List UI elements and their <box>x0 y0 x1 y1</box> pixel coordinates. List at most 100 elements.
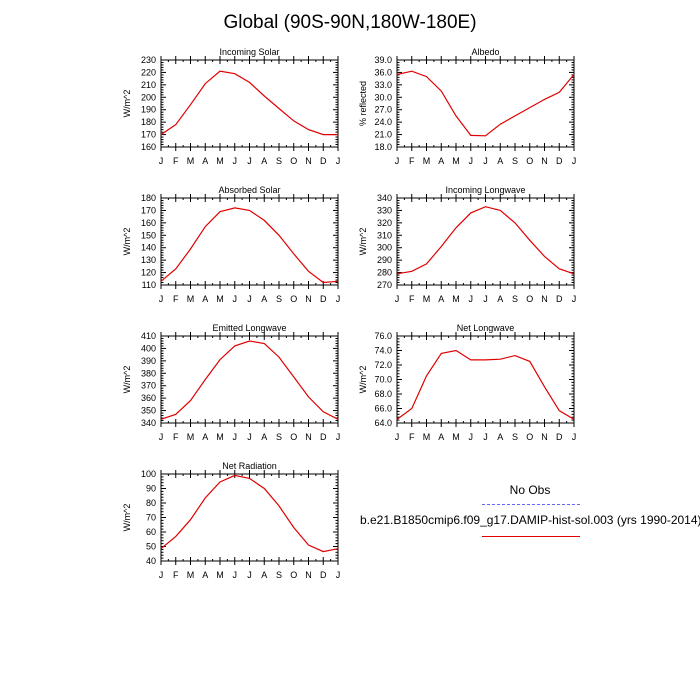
series-line <box>160 207 339 284</box>
x-tick-label: N <box>541 432 548 442</box>
y-axis-label: W/m^2 <box>358 228 368 256</box>
chart-panel-4: J F M A M J J A S O N D J340350360370380390400410Emi… <box>122 323 340 442</box>
y-tick-label: 380 <box>141 368 156 378</box>
x-tick-label: N <box>541 294 548 304</box>
x-tick-label: O <box>290 294 297 304</box>
x-tick-label: A <box>202 432 208 442</box>
y-tick-label: 160 <box>141 218 156 228</box>
plot-frame <box>396 335 575 424</box>
x-tick-label: J <box>469 156 474 166</box>
x-tick-label: M <box>423 294 431 304</box>
y-tick-label: 390 <box>141 356 156 366</box>
x-tick-label: D <box>320 570 327 580</box>
x-tick-label: J <box>247 294 252 304</box>
x-tick-label: O <box>526 156 533 166</box>
y-tick-label: 170 <box>141 130 156 140</box>
y-tick-label: 330 <box>377 205 392 215</box>
x-tick-label: J <box>159 432 164 442</box>
plot-frame <box>160 473 339 562</box>
y-tick-label: 24.0 <box>374 117 392 127</box>
legend-obs-swatch <box>482 504 580 505</box>
x-tick-label: J <box>159 570 164 580</box>
y-tick-label: 80 <box>146 498 156 508</box>
y-tick-label: 72.0 <box>374 360 392 370</box>
y-tick-label: 21.0 <box>374 130 392 140</box>
y-axis-label: W/m^2 <box>122 90 132 118</box>
y-tick-label: 90 <box>146 484 156 494</box>
legend-model-swatch <box>482 536 580 537</box>
x-tick-label: M <box>187 156 195 166</box>
x-tick-label: N <box>305 432 312 442</box>
x-tick-label: J <box>395 432 400 442</box>
chart-panel-1: J F M A M J J A S O N D J18.021.024.027.030.033.036.… <box>358 47 576 166</box>
x-tick-label: A <box>261 570 267 580</box>
y-tick-label: 100 <box>141 469 156 479</box>
y-tick-label: 300 <box>377 243 392 253</box>
x-tick-label: A <box>261 156 267 166</box>
x-tick-label: N <box>305 570 312 580</box>
x-tick-label: O <box>290 432 297 442</box>
y-tick-label: 210 <box>141 80 156 90</box>
x-tick-label: S <box>276 294 282 304</box>
chart-title: Incoming Solar <box>219 47 279 57</box>
x-tick-label: A <box>261 294 267 304</box>
x-tick-label: M <box>187 570 195 580</box>
y-tick-label: 220 <box>141 67 156 77</box>
y-tick-label: 190 <box>141 105 156 115</box>
x-tick-label: J <box>233 294 238 304</box>
y-tick-label: 36.0 <box>374 67 392 77</box>
x-tick-label: A <box>438 432 444 442</box>
chart-title: Absorbed Solar <box>218 185 280 195</box>
x-tick-label: S <box>276 432 282 442</box>
x-tick-label: N <box>541 156 548 166</box>
y-tick-label: 160 <box>141 142 156 152</box>
y-tick-label: 320 <box>377 218 392 228</box>
x-tick-label: F <box>173 570 179 580</box>
x-tick-label: M <box>216 294 224 304</box>
y-tick-label: 150 <box>141 230 156 240</box>
y-tick-label: 64.0 <box>374 418 392 428</box>
x-tick-label: J <box>572 294 577 304</box>
x-tick-label: A <box>202 294 208 304</box>
x-tick-label: F <box>409 294 415 304</box>
y-tick-label: 280 <box>377 268 392 278</box>
x-tick-label: J <box>233 156 238 166</box>
x-tick-label: N <box>305 156 312 166</box>
x-tick-label: A <box>497 432 503 442</box>
x-tick-label: J <box>469 432 474 442</box>
y-tick-label: 120 <box>141 268 156 278</box>
x-tick-label: D <box>320 432 327 442</box>
y-tick-label: 18.0 <box>374 142 392 152</box>
y-tick-label: 170 <box>141 205 156 215</box>
x-tick-label: M <box>216 570 224 580</box>
plot-frame <box>396 59 575 148</box>
chart-title: Albedo <box>471 47 499 57</box>
y-axis-label: W/m^2 <box>358 366 368 394</box>
x-tick-label: O <box>526 294 533 304</box>
x-tick-label: D <box>556 432 563 442</box>
y-axis-label: W/m^2 <box>122 228 132 256</box>
x-tick-label: J <box>247 570 252 580</box>
x-tick-label: O <box>290 570 297 580</box>
y-tick-label: 70.0 <box>374 375 392 385</box>
x-tick-label: A <box>497 156 503 166</box>
x-tick-label: F <box>173 156 179 166</box>
y-tick-label: 400 <box>141 343 156 353</box>
legend-obs-label: No Obs <box>509 483 551 497</box>
y-tick-label: 110 <box>142 280 156 290</box>
x-tick-label: D <box>320 294 327 304</box>
x-tick-label: F <box>173 294 179 304</box>
x-tick-label: S <box>276 570 282 580</box>
series-line <box>160 474 339 553</box>
x-tick-label: M <box>216 432 224 442</box>
x-tick-label: A <box>202 156 208 166</box>
x-tick-label: J <box>469 294 474 304</box>
x-tick-label: J <box>336 570 341 580</box>
x-tick-label: S <box>512 156 518 166</box>
series-line <box>396 206 575 275</box>
x-tick-label: M <box>423 156 431 166</box>
series-line <box>160 340 339 420</box>
